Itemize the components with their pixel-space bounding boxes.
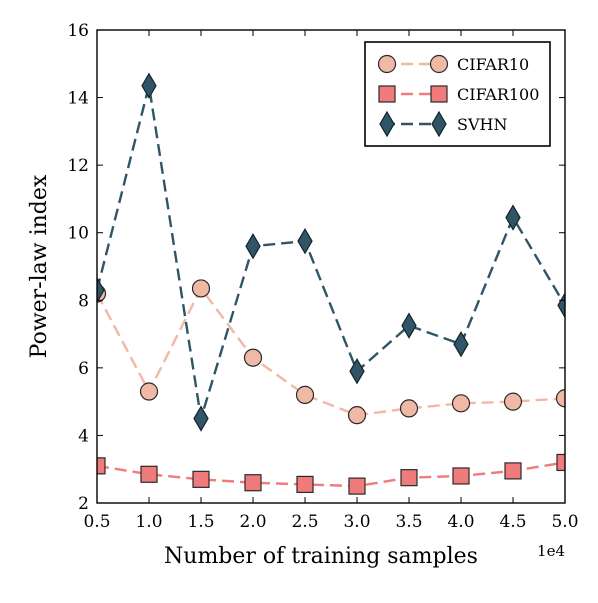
series-line-cifar10 (97, 286, 565, 417)
y-tick-label: 6 (78, 359, 89, 379)
data-point-cifar10 (243, 348, 263, 367)
data-point-svhn (193, 405, 209, 432)
data-point-svhn (453, 331, 469, 358)
axes: 0.5 1.0 1.5 2.0 2.5 3.0 3.5 4.0 4.5 5.0 2 4 6 8 10 12 14… (67, 21, 578, 532)
data-point-cifar10 (191, 279, 211, 298)
y-tick-label: 14 (67, 89, 89, 109)
y-tick-label: 2 (78, 494, 89, 514)
data-point-cifar100 (452, 467, 470, 485)
data-point-cifar10 (295, 385, 315, 404)
legend-entry-svhn: SVHN (379, 110, 507, 138)
legend-entry-cifar10: CIFAR10 (377, 54, 529, 74)
x-axis-label: Number of training samples (164, 544, 478, 569)
data-point-cifar100 (244, 474, 262, 492)
x-tick-label: 1.0 (135, 512, 162, 532)
data-point-svhn (97, 276, 105, 304)
data-point-cifar100 (192, 470, 210, 488)
data-point-svhn (349, 358, 365, 385)
plot-frame (96, 29, 566, 504)
data-point-cifar10 (451, 394, 471, 413)
x-tick-label: 2.5 (291, 512, 318, 532)
legend-box (364, 41, 551, 147)
y-tick-label: 10 (67, 224, 89, 244)
x-tick-label: 2.0 (239, 512, 266, 532)
y-tick-label: 8 (78, 291, 89, 311)
x-tick-label: 3.5 (395, 512, 422, 532)
data-point-svhn (245, 233, 261, 260)
legend-marker (379, 110, 395, 138)
legend-label: SVHN (457, 115, 507, 134)
legend: CIFAR10 CIFAR100 SVHN (364, 41, 551, 147)
data-point-cifar10 (347, 406, 367, 425)
x-axis-offset-label: 1e4 (537, 542, 565, 560)
x-tick-label: 5.0 (551, 512, 578, 532)
legend-marker (378, 85, 396, 103)
legend-marker (430, 85, 448, 103)
y-tick-label: 4 (78, 426, 89, 446)
data-point-cifar100 (400, 469, 418, 487)
x-tick-label: 1.5 (187, 512, 214, 532)
legend-label: CIFAR100 (457, 85, 539, 104)
legend-marker (431, 110, 447, 138)
legend-marker (377, 54, 397, 74)
y-tick-label: 12 (67, 156, 89, 176)
data-point-svhn (141, 72, 157, 99)
series-group (97, 72, 565, 495)
data-point-cifar100 (97, 457, 106, 475)
x-tick-label: 3.0 (343, 512, 370, 532)
data-point-cifar100 (504, 462, 522, 480)
x-tick-label: 4.0 (447, 512, 474, 532)
data-point-cifar100 (140, 465, 158, 483)
legend-marker (429, 54, 449, 74)
data-point-cifar10 (503, 392, 523, 411)
data-point-cifar10 (139, 382, 159, 401)
y-tick-label: 16 (67, 21, 89, 41)
series-line-cifar100 (97, 461, 565, 488)
data-point-cifar100 (296, 475, 314, 494)
y-axis-label: Power-law index (27, 174, 52, 358)
legend-label: CIFAR10 (457, 55, 529, 74)
data-point-svhn (297, 227, 313, 255)
data-point-cifar10 (399, 399, 419, 418)
data-point-svhn (505, 204, 521, 231)
data-point-svhn (557, 292, 565, 319)
data-point-svhn (401, 312, 417, 339)
legend-entry-cifar100: CIFAR100 (378, 85, 539, 104)
data-point-cifar10 (555, 389, 565, 408)
x-tick-label: 0.5 (83, 512, 110, 532)
x-tick-label: 4.5 (499, 512, 526, 532)
plot-area (97, 72, 565, 495)
series-line-svhn (97, 85, 565, 419)
data-point-cifar100 (348, 477, 366, 495)
data-point-cifar100 (556, 453, 565, 472)
